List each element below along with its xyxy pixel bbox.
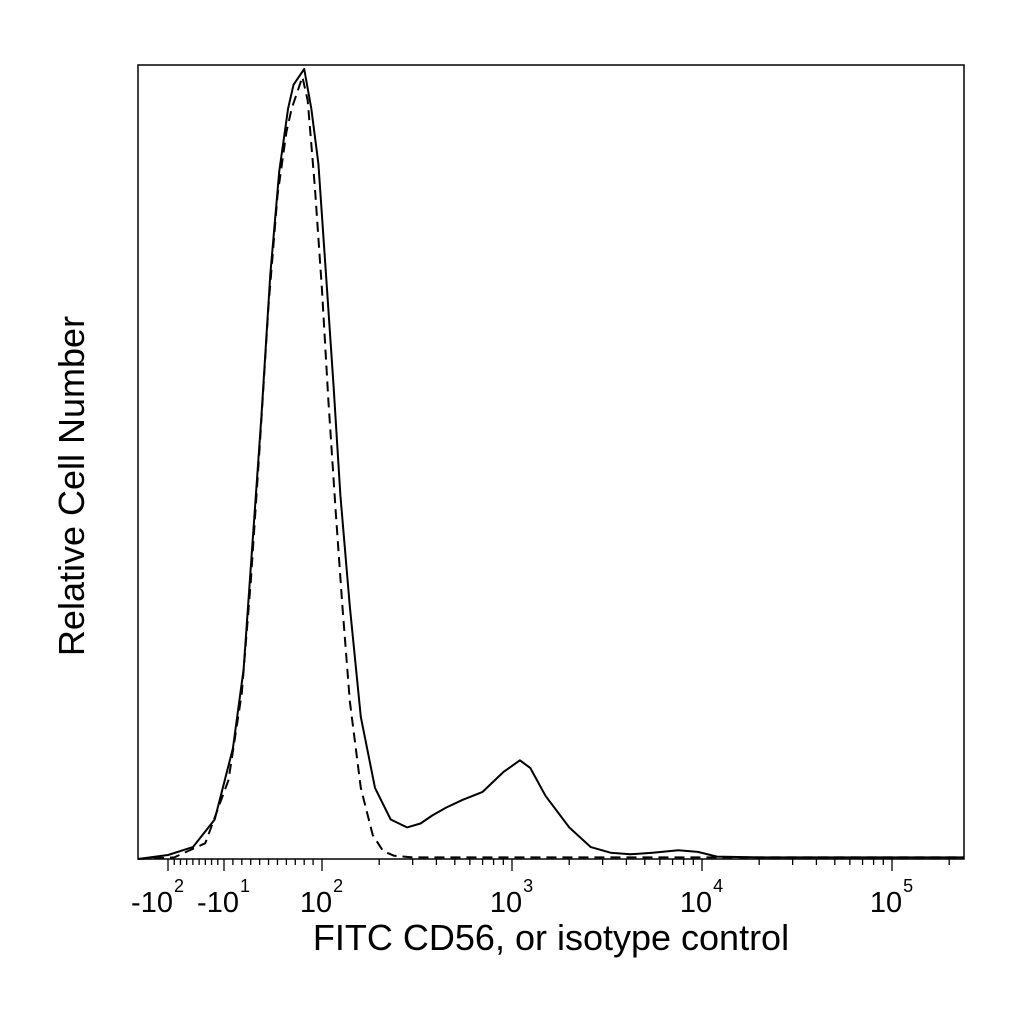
x-tick-label-exponent: 4	[713, 876, 723, 896]
x-tick-label-exponent: 5	[903, 876, 913, 896]
x-tick-label-exponent: 2	[333, 876, 343, 896]
x-tick-label: 10	[490, 887, 522, 919]
fitc-cd56-line	[137, 68, 964, 860]
x-tick-label: 10	[680, 887, 712, 919]
x-tick-label: -10	[131, 887, 173, 919]
x-axis-title: FITC CD56, or isotype control	[313, 917, 789, 958]
x-tick-label: 10	[870, 887, 902, 919]
x-tick-label-exponent: 2	[174, 876, 184, 896]
x-tick-label: 10	[300, 887, 332, 919]
x-axis-ticks	[167, 859, 950, 871]
plot-frame	[137, 64, 965, 860]
isotype-control-line	[137, 75, 964, 860]
series-layer	[137, 68, 964, 860]
x-tick-label: -10	[197, 887, 239, 919]
x-tick-label-exponent: 3	[523, 876, 533, 896]
y-axis-title: Relative Cell Number	[51, 316, 92, 656]
x-tick-label-exponent: 1	[240, 876, 250, 896]
